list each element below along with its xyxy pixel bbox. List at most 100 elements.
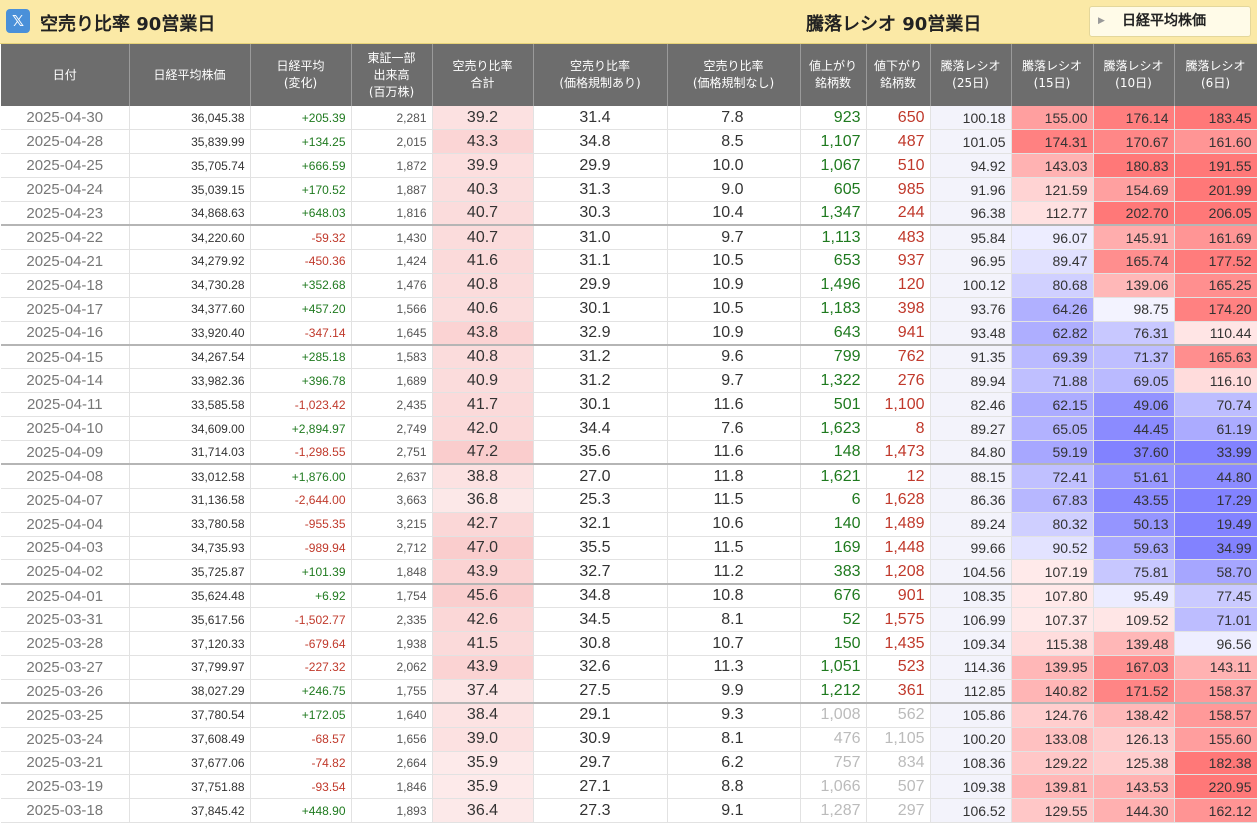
change-cell: +457.20	[250, 297, 352, 322]
volume-cell: 2,751	[351, 440, 433, 466]
decliners-cell: 8	[866, 416, 931, 441]
short-unregulated-cell: 11.6	[667, 392, 801, 418]
col-date-header: 日付	[1, 44, 130, 106]
table-row: 2025-04-21 34,279.92 -450.36 1,424 41.6 31.1 1…	[1, 249, 1257, 274]
short-total-cell: 47.2	[432, 440, 534, 466]
short-regulated-cell: 29.1	[533, 703, 668, 728]
table-row: 2025-03-18 37,845.42 +448.90 1,893 36.4 27.3 9…	[1, 798, 1257, 824]
short-regulated-cell: 30.8	[533, 631, 668, 656]
short-regulated-cell: 31.2	[533, 368, 668, 394]
short-regulated-cell: 27.0	[533, 464, 668, 489]
ad-ratio-15-cell: 139.95	[1011, 655, 1094, 680]
change-cell: +352.68	[250, 273, 352, 298]
advancers-cell: 1,496	[800, 273, 867, 298]
nikkei-cell: 37,608.49	[129, 727, 251, 752]
ad-ratio-10-cell: 37.60	[1093, 440, 1175, 466]
short-total-cell: 40.7	[432, 201, 534, 227]
nikkei-cell: 37,751.88	[129, 774, 251, 800]
nikkei-cell: 37,845.42	[129, 798, 251, 824]
ad-ratio-25-cell: 89.27	[930, 416, 1012, 441]
ad-ratio-6-cell: 206.05	[1174, 201, 1257, 227]
short-unregulated-cell: 9.6	[667, 344, 801, 370]
change-cell: -74.82	[250, 751, 352, 776]
date-cell: 2025-04-24	[1, 177, 130, 203]
ad-ratio-10-cell: 76.31	[1093, 321, 1175, 346]
short-unregulated-cell: 11.5	[667, 488, 801, 513]
decliners-cell: 941	[866, 321, 931, 346]
col-ad-ratio-6-header: 騰落レシオ (6日)	[1174, 44, 1257, 106]
short-regulated-cell: 30.9	[533, 727, 668, 752]
decliners-cell: 834	[866, 751, 931, 776]
date-cell: 2025-04-08	[1, 464, 130, 489]
ad-ratio-6-cell: 77.45	[1174, 583, 1257, 609]
volume-cell: 1,656	[351, 727, 433, 752]
short-unregulated-cell: 9.3	[667, 703, 801, 728]
table-row: 2025-04-11 33,585.58 -1,023.42 2,435 41.7 30.…	[1, 392, 1257, 418]
table-row: 2025-04-16 33,920.40 -347.14 1,645 43.8 32.9 1…	[1, 321, 1257, 346]
col-ad-ratio-15-header: 騰落レシオ (15日)	[1011, 44, 1094, 106]
ad-ratio-6-cell: 177.52	[1174, 249, 1257, 274]
date-cell: 2025-04-30	[1, 106, 130, 131]
table-header-row: 日付 日経平均株価 日経平均 (変化) 東証一部 出来高 (百万株) 空売り比率 合計空…	[1, 44, 1257, 106]
col-short-unregulated-header: 空売り比率 (価格規制なし)	[667, 44, 801, 106]
table-row: 2025-03-19 37,751.88 -93.54 1,846 35.9 27.1 8.…	[1, 774, 1257, 800]
change-cell: -93.54	[250, 774, 352, 800]
date-cell: 2025-03-25	[1, 703, 130, 728]
ad-ratio-6-cell: 162.12	[1174, 798, 1257, 824]
date-cell: 2025-04-11	[1, 392, 130, 418]
col-ad-ratio-10-header: 騰落レシオ (10日)	[1093, 44, 1175, 106]
date-cell: 2025-04-10	[1, 416, 130, 441]
decliners-cell: 1,105	[866, 727, 931, 752]
short-regulated-cell: 32.6	[533, 655, 668, 680]
short-total-cell: 40.3	[432, 177, 534, 203]
short-total-cell: 43.8	[432, 321, 534, 346]
table-row: 2025-04-25 35,705.74 +666.59 1,872 39.9 29.9 1…	[1, 153, 1257, 179]
ad-ratio-10-cell: 75.81	[1093, 559, 1175, 585]
volume-cell: 2,281	[351, 106, 433, 131]
short-total-cell: 43.3	[432, 129, 534, 155]
short-regulated-cell: 34.8	[533, 129, 668, 155]
x-share-button[interactable]: 𝕏	[6, 9, 30, 33]
advancers-cell: 653	[800, 249, 867, 274]
nikkei-cell: 35,624.48	[129, 583, 251, 609]
volume-cell: 3,215	[351, 512, 433, 537]
ad-ratio-25-cell: 94.92	[930, 153, 1012, 179]
ad-ratio-15-cell: 69.39	[1011, 344, 1094, 370]
short-regulated-cell: 31.2	[533, 344, 668, 370]
decliners-cell: 361	[866, 679, 931, 705]
ad-ratio-25-cell: 91.35	[930, 344, 1012, 370]
short-regulated-cell: 32.7	[533, 559, 668, 585]
decliners-cell: 510	[866, 153, 931, 179]
decliners-cell: 562	[866, 703, 931, 728]
nikkei-average-button[interactable]: ▶ 日経平均株価	[1089, 6, 1251, 37]
decliners-cell: 398	[866, 297, 931, 322]
nikkei-cell: 35,839.99	[129, 129, 251, 155]
short-unregulated-cell: 9.0	[667, 177, 801, 203]
decliners-cell: 1,628	[866, 488, 931, 513]
nikkei-cell: 37,780.54	[129, 703, 251, 728]
table-row: 2025-03-26 38,027.29 +246.75 1,755 37.4 27.5 9…	[1, 679, 1257, 705]
short-unregulated-cell: 10.8	[667, 583, 801, 609]
date-cell: 2025-03-19	[1, 774, 130, 800]
nikkei-cell: 37,120.33	[129, 631, 251, 656]
short-regulated-cell: 27.5	[533, 679, 668, 705]
col-volume-header: 東証一部 出来高 (百万株)	[351, 44, 433, 106]
ad-ratio-10-cell: 176.14	[1093, 106, 1175, 131]
decliners-cell: 985	[866, 177, 931, 203]
ad-ratio-25-cell: 106.99	[930, 607, 1012, 633]
advancers-cell: 1,322	[800, 368, 867, 394]
date-cell: 2025-03-21	[1, 751, 130, 776]
change-cell: -1,023.42	[250, 392, 352, 418]
short-unregulated-cell: 11.6	[667, 440, 801, 466]
table-row: 2025-04-22 34,220.60 -59.32 1,430 40.7 31.0 9.…	[1, 225, 1257, 250]
table-body: 2025-04-30 36,045.38 +205.39 2,281 39.2 31.4 7…	[1, 106, 1257, 824]
advancers-cell: 476	[800, 727, 867, 752]
ad-ratio-6-cell: 110.44	[1174, 321, 1257, 346]
decliners-cell: 297	[866, 798, 931, 824]
date-cell: 2025-04-09	[1, 440, 130, 466]
ad-ratio-10-cell: 125.38	[1093, 751, 1175, 776]
ad-ratio-6-cell: 70.74	[1174, 392, 1257, 418]
advancers-cell: 501	[800, 392, 867, 418]
volume-cell: 1,887	[351, 177, 433, 203]
nikkei-cell: 34,267.54	[129, 344, 251, 370]
